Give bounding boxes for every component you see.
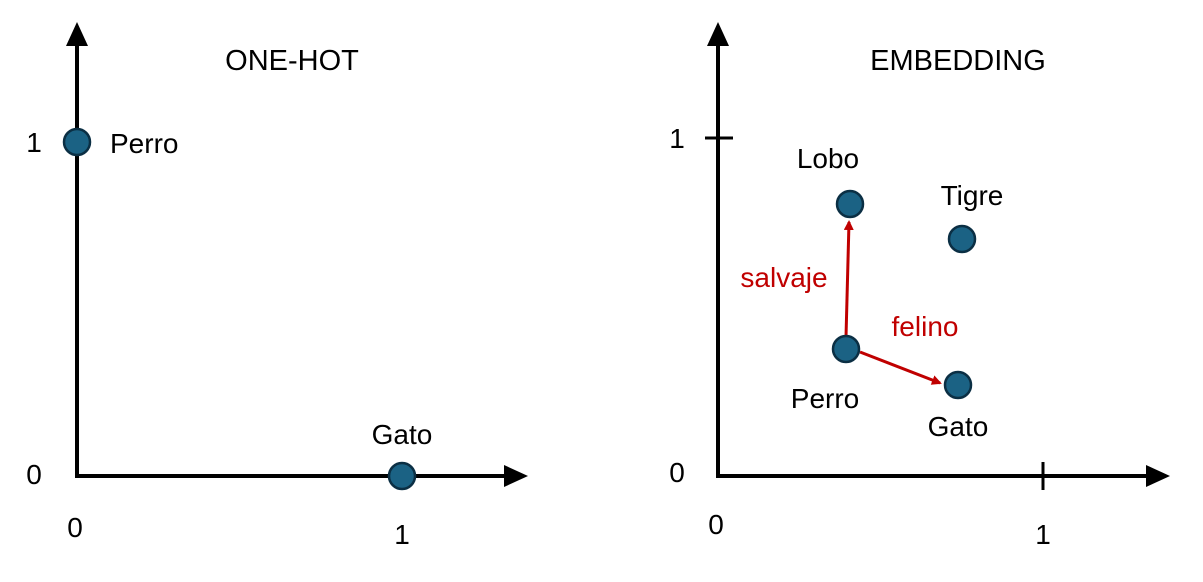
embedding-point-gato-label: Gato: [928, 411, 989, 442]
one-hot-title: ONE-HOT: [225, 45, 359, 77]
one-hot-panel: ONE-HOT 1 0 0 1 Perro Gato: [26, 22, 528, 550]
one-hot-x-tick-label-0: 0: [67, 512, 83, 543]
one-hot-x-tick-label-1: 1: [394, 519, 410, 550]
vector-felino: felino: [859, 311, 959, 385]
embedding-point-gato-marker: [943, 370, 973, 400]
one-hot-point-gato: Gato: [372, 419, 433, 491]
embedding-point-perro: Perro: [791, 334, 861, 414]
vector-salvaje: salvaje: [740, 220, 854, 338]
one-hot-point-perro: Perro: [62, 127, 178, 159]
embedding-y-axis-arrowhead: [707, 22, 729, 46]
one-hot-y-axis-arrowhead: [66, 22, 88, 46]
one-hot-point-gato-marker: [387, 461, 417, 491]
vector-felino-arrow: [859, 350, 942, 385]
embedding-point-perro-label: Perro: [791, 383, 859, 414]
embedding-panel: EMBEDDING 1 0 0 1 salvaje felino Lobo Ti…: [669, 22, 1170, 550]
one-hot-x-axis-arrowhead: [504, 465, 528, 487]
vector-salvaje-label: salvaje: [740, 262, 827, 293]
embedding-point-tigre: Tigre: [941, 180, 1004, 254]
embedding-point-lobo-marker: [835, 189, 865, 219]
embedding-x-tick-label-1: 1: [1035, 519, 1051, 550]
vector-felino-label: felino: [892, 311, 959, 342]
vector-salvaje-arrow: [843, 220, 854, 338]
embedding-y-tick-label-1: 1: [669, 123, 685, 154]
one-hot-point-gato-label: Gato: [372, 419, 433, 450]
embedding-x-axis-arrowhead: [1146, 465, 1170, 487]
one-hot-y-tick-label-1: 1: [26, 127, 42, 158]
one-hot-y-tick-label-0: 0: [26, 459, 42, 490]
embedding-point-lobo-label: Lobo: [797, 143, 859, 174]
embedding-point-perro-marker: [831, 334, 861, 364]
one-hot-point-perro-label: Perro: [110, 128, 178, 159]
embedding-y-tick-label-0: 0: [669, 457, 685, 488]
embedding-point-tigre-marker: [947, 224, 977, 254]
one-hot-point-perro-marker: [62, 127, 92, 157]
embedding-x-tick-label-0: 0: [708, 509, 724, 540]
embedding-point-lobo: Lobo: [797, 143, 865, 219]
embedding-title: EMBEDDING: [870, 45, 1046, 77]
embedding-point-gato: Gato: [928, 370, 989, 442]
embedding-point-tigre-label: Tigre: [941, 180, 1004, 211]
